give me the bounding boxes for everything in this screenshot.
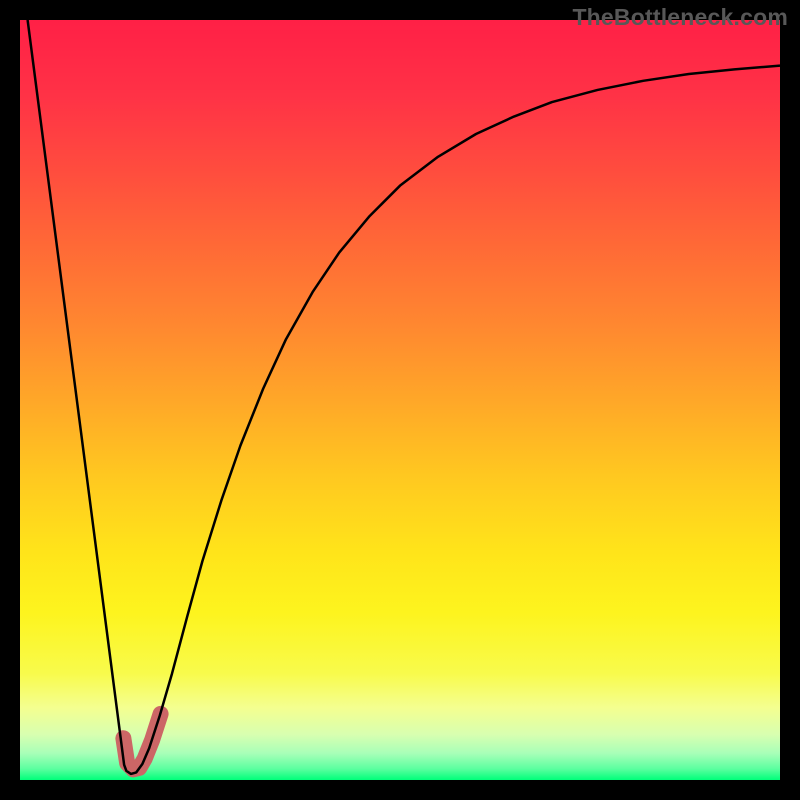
chart-svg bbox=[0, 0, 800, 800]
bottleneck-chart: TheBottleneck.com bbox=[0, 0, 800, 800]
watermark-text: TheBottleneck.com bbox=[572, 4, 788, 31]
chart-background bbox=[20, 20, 780, 780]
